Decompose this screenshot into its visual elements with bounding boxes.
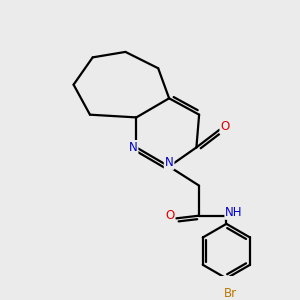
- Text: NH: NH: [225, 206, 243, 219]
- Text: O: O: [220, 121, 230, 134]
- Text: O: O: [165, 209, 175, 222]
- Text: N: N: [165, 156, 173, 169]
- Text: N: N: [129, 141, 137, 154]
- Text: Br: Br: [224, 287, 237, 300]
